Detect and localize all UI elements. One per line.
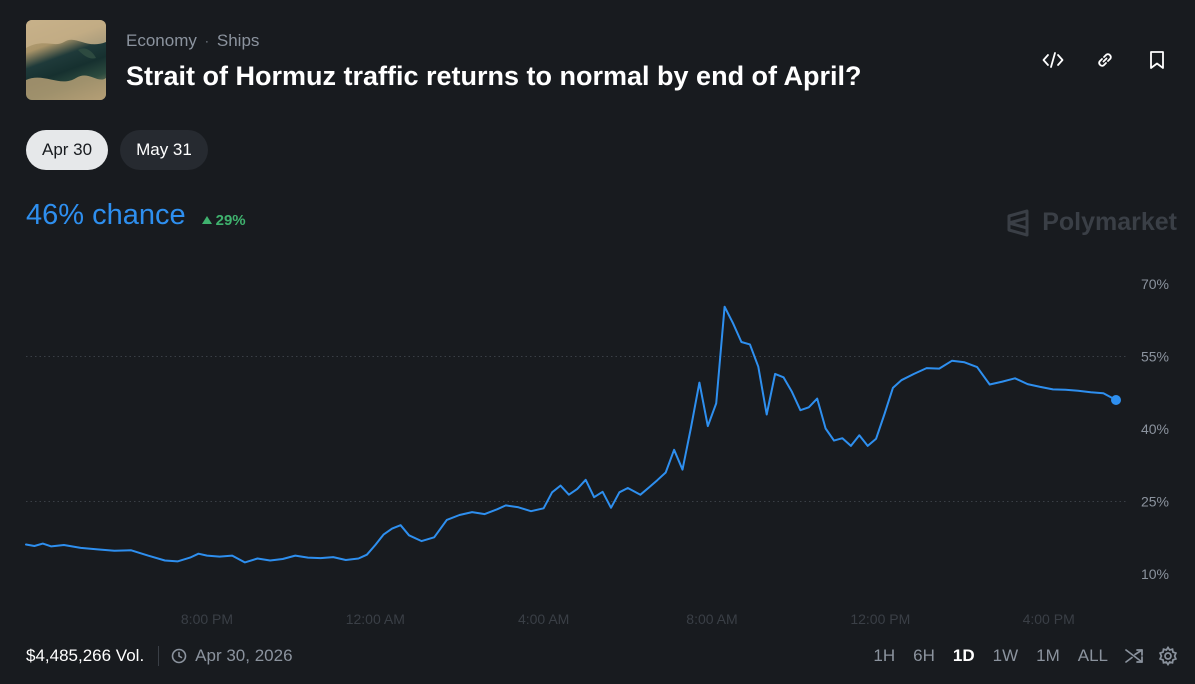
volume-text: $4,485,266 Vol. [26, 646, 145, 665]
current-value-point [1111, 395, 1121, 405]
range-1w[interactable]: 1W [992, 646, 1019, 665]
code-embed-icon[interactable] [1041, 48, 1065, 72]
market-info: $4,485,266 Vol. Apr 30, 2026 [26, 646, 293, 666]
range-6h[interactable]: 6H [913, 646, 935, 665]
x-tick-label: 4:00 PM [1023, 611, 1075, 627]
chance-value: 46% chance [26, 199, 186, 231]
delta-value: 29% [215, 211, 246, 229]
price-series-line [25, 305, 1117, 564]
x-tick-label: 8:00 AM [686, 611, 737, 627]
range-1h[interactable]: 1H [873, 646, 896, 665]
x-tick-label: 4:00 AM [518, 611, 569, 627]
range-1m[interactable]: 1M [1036, 646, 1060, 665]
divider [158, 646, 160, 666]
time-range-controls: 1H 6H 1D 1W 1M ALL [870, 645, 1179, 667]
y-tick-label: 10% [1141, 566, 1169, 582]
y-tick-label: 25% [1141, 494, 1169, 510]
x-tick-label: 12:00 PM [850, 611, 910, 627]
x-tick-label: 8:00 PM [181, 611, 233, 627]
breadcrumb-ships[interactable]: Ships [216, 31, 260, 50]
x-tick-label: 12:00 AM [346, 611, 405, 627]
end-date-text: Apr 30, 2026 [195, 646, 293, 665]
map-thumbnail-image [26, 20, 106, 100]
polymarket-watermark: Polymarket [1006, 208, 1177, 237]
y-tick-label: 55% [1141, 349, 1169, 365]
breadcrumb-economy[interactable]: Economy [126, 31, 197, 50]
chance-delta: 29% [201, 211, 246, 229]
link-icon[interactable] [1093, 48, 1117, 72]
range-all[interactable]: ALL [1077, 646, 1108, 665]
settings-icon[interactable] [1157, 645, 1179, 667]
tab-may-31[interactable]: May 31 [120, 130, 208, 170]
tab-apr-30[interactable]: Apr 30 [26, 130, 109, 170]
date-tabs: Apr 30 May 31 [26, 130, 208, 170]
range-1d[interactable]: 1D [952, 646, 975, 665]
page-title: Strait of Hormuz traffic returns to norm… [126, 61, 862, 91]
y-tick-label: 70% [1141, 276, 1169, 292]
polymarket-logo-icon [1007, 209, 1029, 236]
bookmark-icon[interactable] [1145, 48, 1169, 72]
brand-name: Polymarket [1042, 208, 1177, 236]
up-arrow-icon [201, 216, 212, 224]
chance-summary: 46% chance 29% [26, 199, 246, 232]
y-tick-label: 40% [1141, 421, 1169, 437]
end-date: Apr 30, 2026 [171, 646, 293, 666]
market-thumbnail [26, 20, 106, 100]
shuffle-icon[interactable] [1123, 645, 1145, 667]
price-chart[interactable]: 10% 25% 40% 55% 70% 8:00 PM 12:00 AM 4:00 AM 8:… [0, 250, 1195, 635]
header-actions [1041, 48, 1169, 72]
breadcrumb-separator: · [204, 34, 209, 48]
clock-icon [171, 648, 187, 664]
breadcrumb: Economy · Ships [126, 31, 259, 51]
